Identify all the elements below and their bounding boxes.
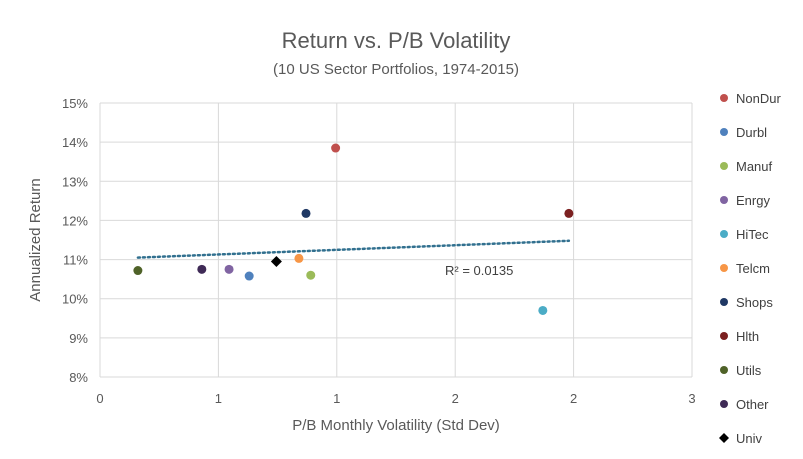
point-durbl <box>244 271 254 281</box>
trendline <box>136 239 571 259</box>
point-univ <box>270 256 282 268</box>
y-tick-label: 11% <box>63 253 88 268</box>
y-axis-title: Annualized Return <box>27 178 44 301</box>
chart-title: Return vs. P/B Volatility <box>282 28 511 53</box>
point-other <box>197 264 207 274</box>
x-tick-label: 1 <box>215 391 222 406</box>
legend-label-other: Other <box>736 397 769 412</box>
r-squared-annotation: R² = 0.0135 <box>445 263 513 278</box>
legend-label-hitec: HiTec <box>736 227 769 242</box>
y-tick-label: 14% <box>62 135 88 150</box>
y-tick-label: 9% <box>69 331 88 346</box>
point-manuf <box>306 270 316 280</box>
legend-marker-hlth <box>720 332 728 340</box>
point-enrgy <box>224 264 234 274</box>
grid-lines <box>99 102 693 378</box>
legend-marker-hitec <box>720 230 728 238</box>
legend-marker-utils <box>720 366 728 374</box>
legend-label-shops: Shops <box>736 295 773 310</box>
point-utils <box>133 266 143 276</box>
point-shops <box>301 208 311 218</box>
point-nondur <box>331 143 341 153</box>
legend-label-nondur: NonDur <box>736 91 781 106</box>
legend: NonDur Durbl Manuf Enrgy HiTec Telcm Shops Hlth… <box>719 91 781 446</box>
point-telcm <box>294 253 304 263</box>
x-tick-label: 0 <box>96 391 103 406</box>
legend-marker-nondur <box>720 94 728 102</box>
legend-label-univ: Univ <box>736 431 763 446</box>
legend-label-enrgy: Enrgy <box>736 193 770 208</box>
legend-label-manuf: Manuf <box>736 159 773 174</box>
y-tick-label: 8% <box>69 370 88 385</box>
y-axis-ticks: 8% 9% 10% 11% 12% 13% 14% 15% <box>62 96 88 385</box>
legend-label-utils: Utils <box>736 363 762 378</box>
point-hlth <box>564 208 574 218</box>
chart-subtitle: (10 US Sector Portfolios, 1974-2015) <box>273 61 519 78</box>
legend-marker-shops <box>720 298 728 306</box>
y-tick-label: 13% <box>62 174 88 189</box>
x-tick-label: 3 <box>688 391 695 406</box>
legend-label-telcm: Telcm <box>736 261 770 276</box>
x-tick-label: 2 <box>570 391 577 406</box>
legend-marker-manuf <box>720 162 728 170</box>
x-axis-ticks: 0 1 1 2 2 3 <box>96 391 695 406</box>
legend-label-hlth: Hlth <box>736 329 759 344</box>
y-tick-label: 12% <box>62 213 88 228</box>
legend-marker-univ <box>719 433 729 443</box>
legend-marker-telcm <box>720 264 728 272</box>
x-axis-title: P/B Monthly Volatility (Std Dev) <box>292 417 500 434</box>
point-hitec <box>538 305 548 315</box>
legend-marker-enrgy <box>720 196 728 204</box>
legend-marker-durbl <box>720 128 728 136</box>
legend-label-durbl: Durbl <box>736 125 767 140</box>
x-tick-label: 2 <box>452 391 459 406</box>
data-points <box>133 143 574 315</box>
y-tick-label: 10% <box>62 292 88 307</box>
x-tick-label: 1 <box>333 391 340 406</box>
legend-marker-other <box>720 400 728 408</box>
y-tick-label: 15% <box>62 96 88 111</box>
